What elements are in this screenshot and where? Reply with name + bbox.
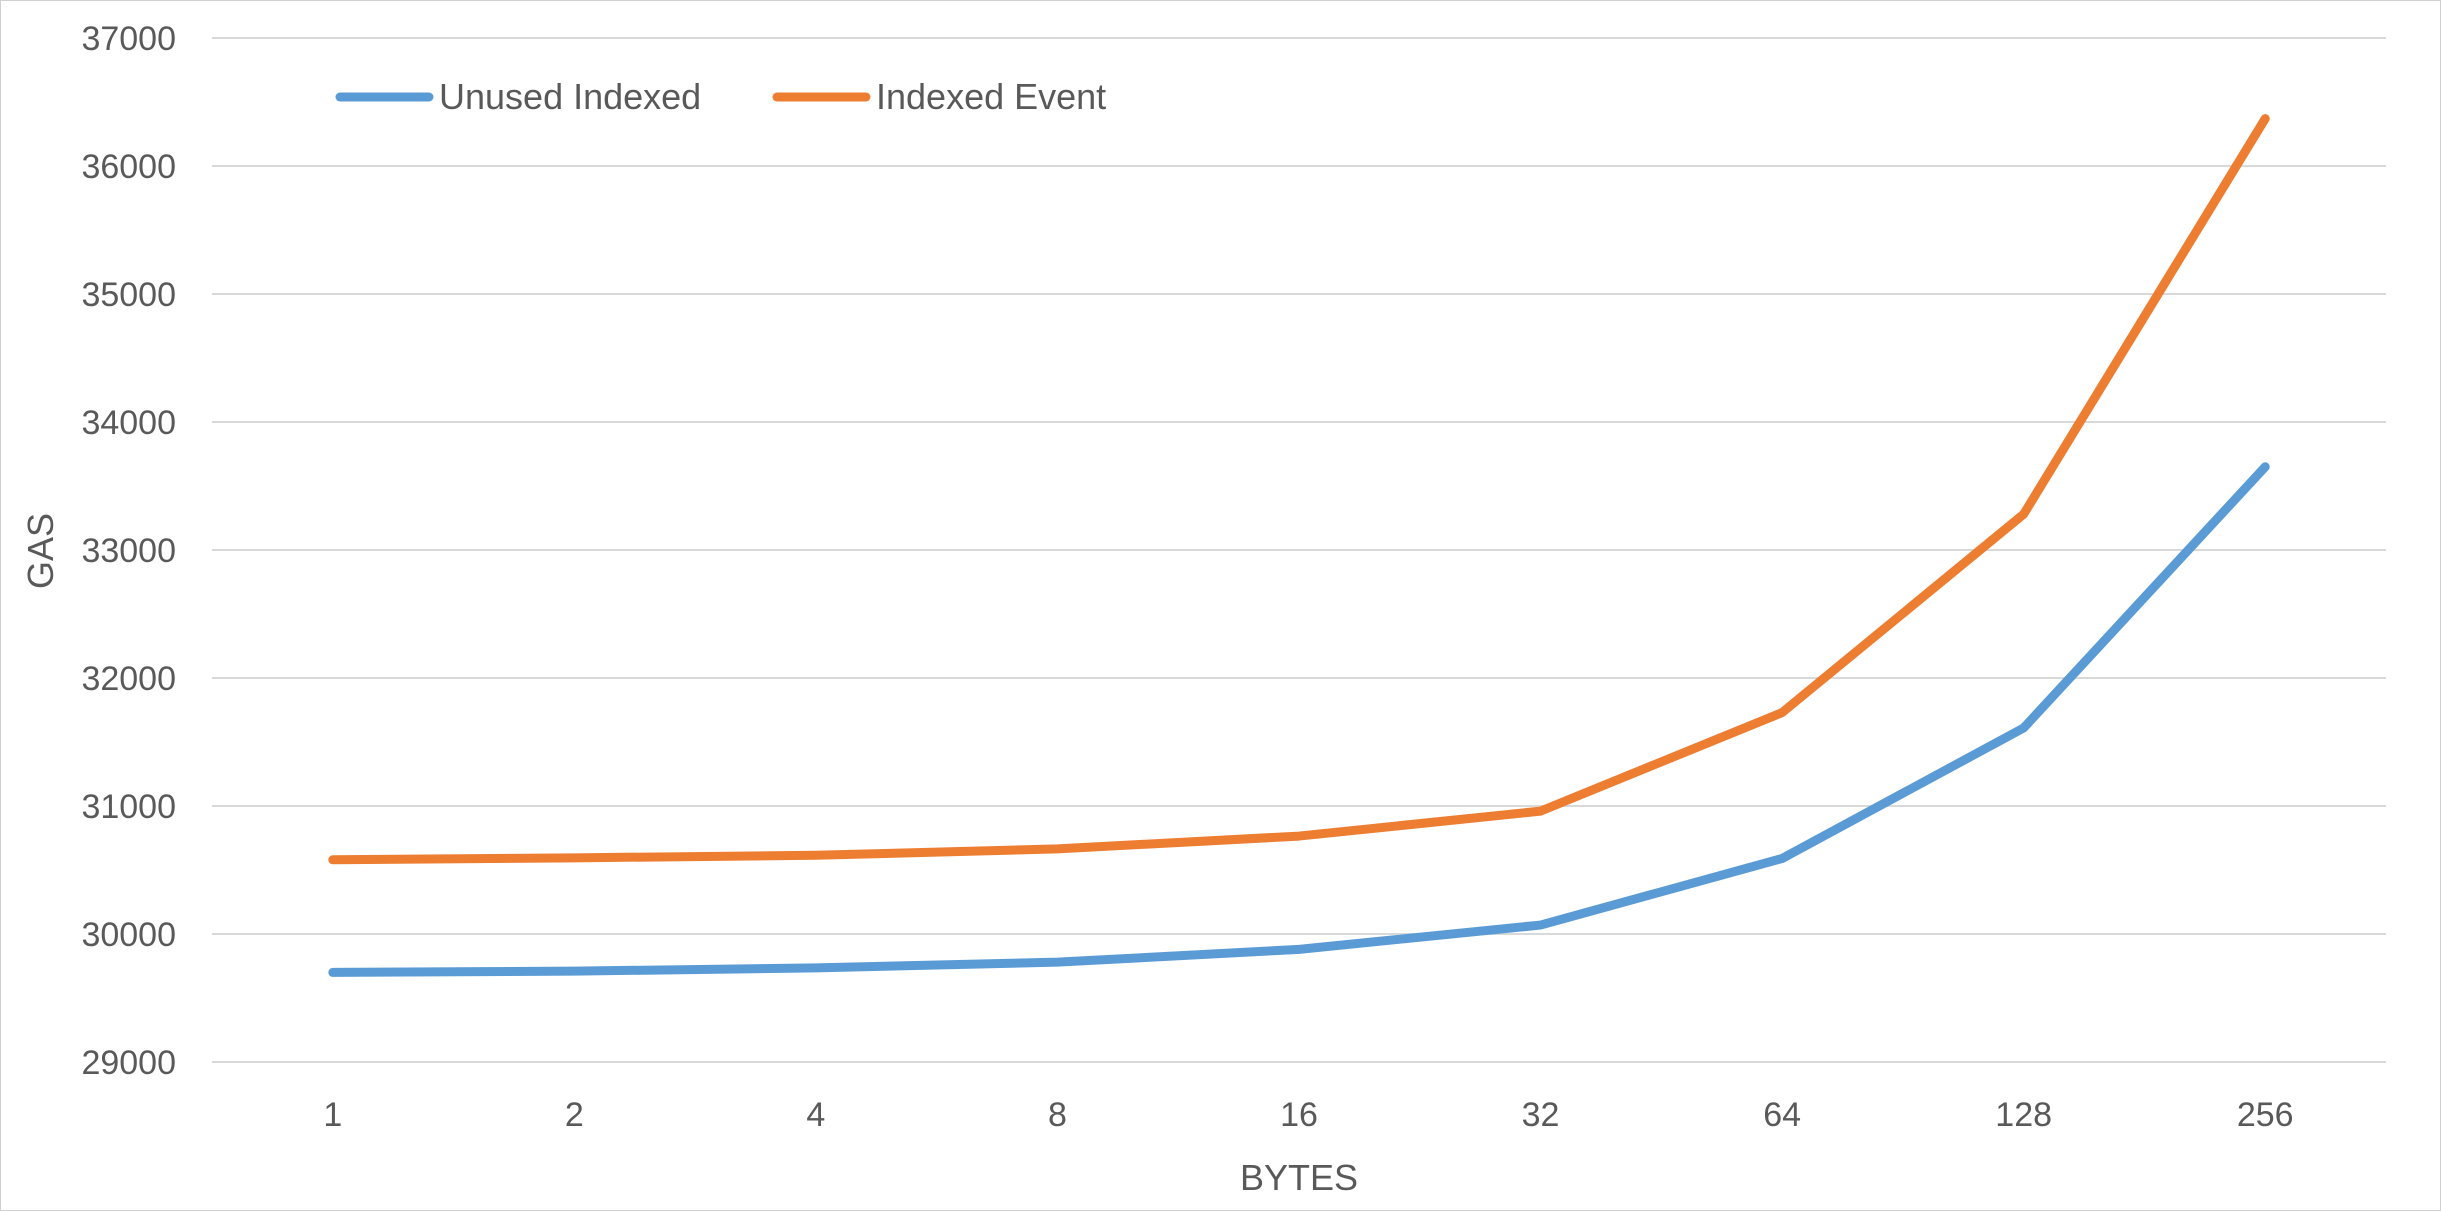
y-axis-ticks: 29000 30000 31000 32000 33000 34000 35000 36000… bbox=[81, 20, 176, 1082]
series-line-1 bbox=[328, 114, 2270, 865]
x-axis-ticks: 1 2 4 8 16 32 64 128 256 bbox=[323, 1096, 2293, 1134]
y-axis-title: GAS bbox=[20, 513, 61, 589]
y-tick-label: 34000 bbox=[81, 404, 176, 442]
series-lines bbox=[328, 114, 2270, 977]
y-tick-label: 32000 bbox=[81, 660, 176, 698]
x-tick-label: 128 bbox=[1995, 1096, 2052, 1134]
y-tick-label: 35000 bbox=[81, 276, 176, 314]
x-tick-label: 256 bbox=[2237, 1096, 2294, 1134]
y-tick-label: 37000 bbox=[81, 20, 176, 58]
gridlines bbox=[212, 37, 2386, 1063]
x-axis-title: BYTES bbox=[1240, 1157, 1358, 1198]
x-tick-label: 32 bbox=[1522, 1096, 1560, 1134]
y-tick-label: 36000 bbox=[81, 148, 176, 186]
y-tick-label: 31000 bbox=[81, 788, 176, 826]
x-tick-label: 4 bbox=[806, 1096, 825, 1134]
y-tick-label: 33000 bbox=[81, 532, 176, 570]
x-tick-label: 8 bbox=[1048, 1096, 1067, 1134]
series-line-0 bbox=[328, 462, 2270, 977]
legend-label-0: Unused Indexed bbox=[439, 76, 701, 117]
legend-label-1: Indexed Event bbox=[876, 76, 1106, 117]
y-tick-label: 30000 bbox=[81, 916, 176, 954]
x-tick-label: 2 bbox=[565, 1096, 584, 1134]
x-tick-label: 1 bbox=[323, 1096, 342, 1134]
x-tick-label: 64 bbox=[1763, 1096, 1801, 1134]
legend: Unused Indexed Indexed Event bbox=[335, 76, 1106, 117]
x-tick-label: 16 bbox=[1280, 1096, 1318, 1134]
y-tick-label: 29000 bbox=[81, 1044, 176, 1082]
